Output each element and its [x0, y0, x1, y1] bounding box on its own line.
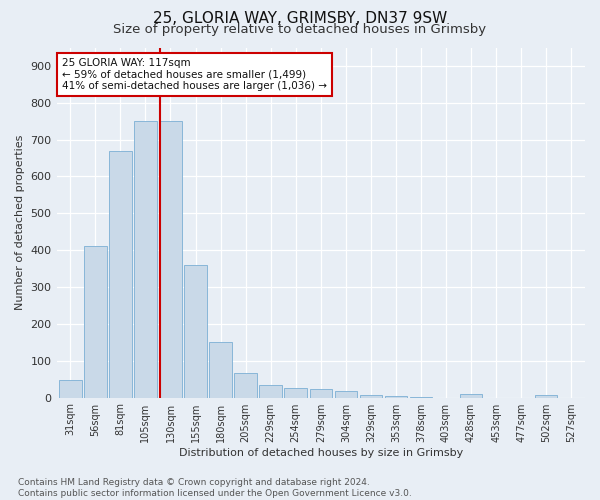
Bar	[109, 150, 131, 398]
Bar	[335, 392, 357, 398]
Bar	[59, 380, 82, 398]
Bar	[184, 265, 207, 398]
Bar	[209, 342, 232, 398]
Bar	[460, 394, 482, 398]
Text: Contains HM Land Registry data © Crown copyright and database right 2024.
Contai: Contains HM Land Registry data © Crown c…	[18, 478, 412, 498]
Bar	[259, 384, 282, 398]
Bar	[84, 246, 107, 398]
Text: 25, GLORIA WAY, GRIMSBY, DN37 9SW: 25, GLORIA WAY, GRIMSBY, DN37 9SW	[153, 11, 447, 26]
X-axis label: Distribution of detached houses by size in Grimsby: Distribution of detached houses by size …	[179, 448, 463, 458]
Bar	[235, 372, 257, 398]
Bar	[284, 388, 307, 398]
Bar	[159, 121, 182, 398]
Bar	[134, 121, 157, 398]
Bar	[385, 396, 407, 398]
Text: Size of property relative to detached houses in Grimsby: Size of property relative to detached ho…	[113, 23, 487, 36]
Bar	[359, 394, 382, 398]
Text: 25 GLORIA WAY: 117sqm
← 59% of detached houses are smaller (1,499)
41% of semi-d: 25 GLORIA WAY: 117sqm ← 59% of detached …	[62, 58, 327, 91]
Bar	[535, 394, 557, 398]
Y-axis label: Number of detached properties: Number of detached properties	[15, 135, 25, 310]
Bar	[310, 390, 332, 398]
